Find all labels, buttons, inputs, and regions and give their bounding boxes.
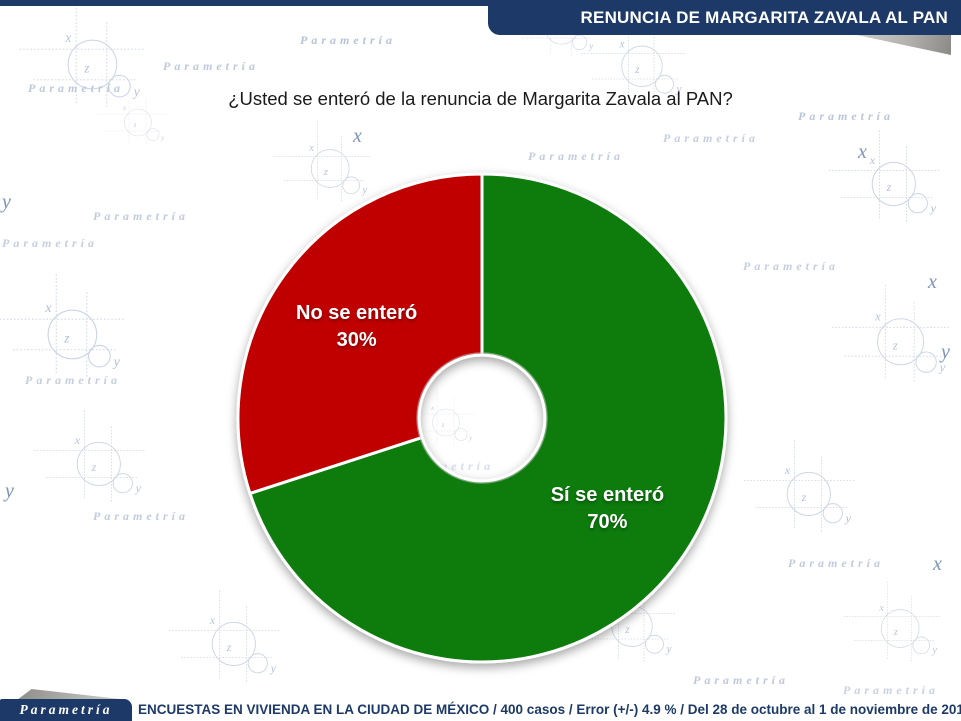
watermark-letter: x: [857, 141, 867, 163]
watermark-letter: x: [352, 125, 362, 147]
pie-slice-1: [236, 172, 484, 495]
watermark-letter: y: [3, 480, 14, 502]
watermark-word: Parametría: [93, 209, 189, 223]
watermark-word: Parametría: [25, 373, 121, 387]
page-title: RENUNCIA DE MARGARITA ZAVALA AL PAN: [580, 7, 948, 27]
watermark-letter: y: [0, 191, 11, 213]
parametria-logo-text: Parametría: [19, 702, 113, 717]
slice-label-value: 70%: [587, 511, 628, 534]
watermark-word: Parametría: [28, 81, 124, 95]
watermark-word: Parametría: [788, 556, 884, 570]
watermark-word: Parametría: [843, 683, 939, 697]
watermark-letter: x: [927, 271, 937, 293]
watermark-word: Parametría: [798, 109, 894, 123]
watermark-word: Parametría: [300, 33, 396, 47]
methodology-text: ENCUESTAS EN VIVIENDA EN LA CIUDAD DE MÉ…: [138, 702, 961, 717]
watermark-word: Parametría: [528, 149, 624, 163]
slice-label-text: Sí se enteró: [550, 484, 665, 507]
watermark-word: Parametría: [93, 509, 189, 523]
pie-slice-0: [248, 172, 728, 664]
watermark-word: Parametría: [163, 59, 259, 73]
parametria-logo: Parametría: [0, 699, 132, 721]
watermark-letter: y: [939, 341, 950, 363]
header-bar: RENUNCIA DE MARGARITA ZAVALA AL PAN: [488, 0, 961, 35]
slice-label-0: Sí se enteró 70%: [551, 482, 664, 536]
watermark-letter: x: [932, 553, 942, 575]
watermark-word: Parametría: [2, 236, 98, 250]
page-fold-bottom-left: [17, 689, 129, 700]
slice-label-text: No se enteró: [296, 301, 418, 324]
watermark-word: Parametría: [693, 673, 789, 687]
watermark-word: Parametría: [743, 259, 839, 273]
slice-label-1: No se enteró 30%: [296, 300, 417, 354]
chart-question: ¿Usted se enteró de la renuncia de Marga…: [228, 88, 733, 109]
watermark-word: Parametría: [663, 131, 759, 145]
donut-hole-ring: [416, 352, 548, 484]
slice-label-value: 30%: [336, 328, 377, 351]
top-strip: [0, 0, 961, 6]
